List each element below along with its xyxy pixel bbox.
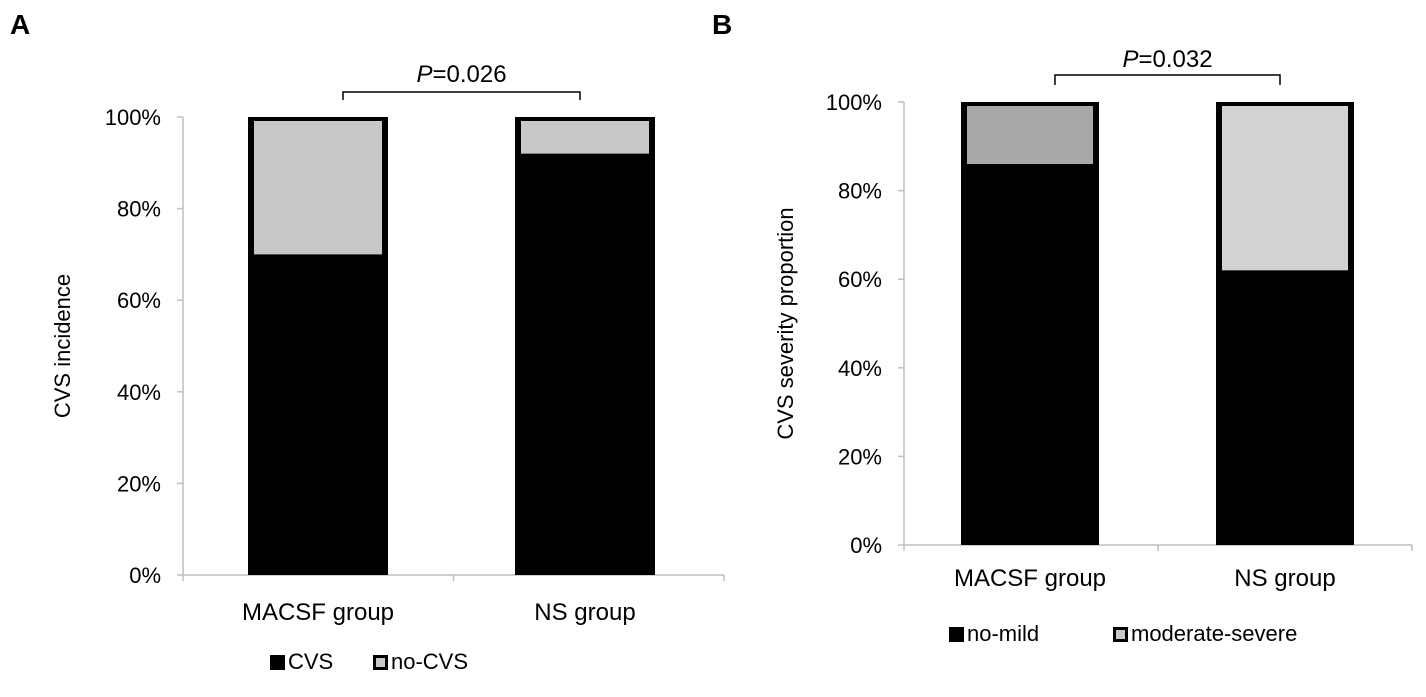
bar-CVS [248, 254, 388, 575]
bar-moderate-severe [1222, 106, 1348, 271]
significance-bracket [1054, 74, 1281, 85]
legend-swatch [949, 627, 964, 642]
p-value-annotation: P=0.026 [416, 61, 506, 88]
bar-no-CVS [254, 121, 382, 255]
x-category-label: NS group [1234, 565, 1335, 592]
x-category-label: MACSF group [954, 565, 1106, 592]
y-tick-label: 80% [838, 179, 882, 204]
y-tick-label: 40% [838, 356, 882, 381]
bar-no-mild [961, 164, 1099, 545]
y-tick-label: 40% [117, 380, 161, 405]
y-tick-label: 100% [826, 90, 882, 115]
y-tick-label: 0% [129, 563, 161, 588]
y-tick-label: 100% [105, 105, 161, 130]
y-axis-label: CVS severity proportion [773, 207, 798, 439]
y-tick-label: 60% [838, 267, 882, 292]
y-axis-label: CVS incidence [50, 274, 75, 418]
significance-bracket [342, 91, 581, 100]
bar-moderate-severe [967, 106, 1093, 165]
y-tick-label: 80% [117, 197, 161, 222]
x-category-label: NS group [534, 599, 635, 626]
p-symbol: P [1122, 46, 1138, 73]
p-symbol: P [416, 61, 432, 88]
legend-label: no-mild [967, 621, 1039, 646]
legend-label: CVS [288, 649, 333, 674]
p-value-annotation: P=0.032 [1122, 46, 1212, 73]
panel-label-b: B [712, 9, 732, 40]
legend-label: moderate-severe [1131, 621, 1297, 646]
legend-swatch [270, 655, 285, 670]
y-tick-label: 20% [117, 471, 161, 496]
y-tick-label: 60% [117, 288, 161, 313]
legend-swatch-inner [1116, 630, 1125, 639]
chart-panel-a: 0% 20% 40% 60% 80% 100% CVS incidence MACSF gro… [50, 61, 725, 674]
panel-label-a: A [10, 9, 30, 40]
p-value: =0.032 [1138, 46, 1212, 73]
x-category-label: MACSF group [242, 599, 394, 626]
y-tick-label: 0% [850, 533, 882, 558]
p-value: =0.026 [432, 61, 506, 88]
bar-CVS [515, 153, 655, 575]
legend-label: no-CVS [391, 649, 468, 674]
bar-no-mild [1216, 270, 1354, 545]
legend-swatch-inner [376, 658, 385, 667]
y-tick-label: 20% [838, 444, 882, 469]
bar-no-CVS [521, 121, 649, 154]
chart-panel-b: 0% 20% 40% 60% 80% 100% CVS severity proportio… [773, 46, 1413, 646]
